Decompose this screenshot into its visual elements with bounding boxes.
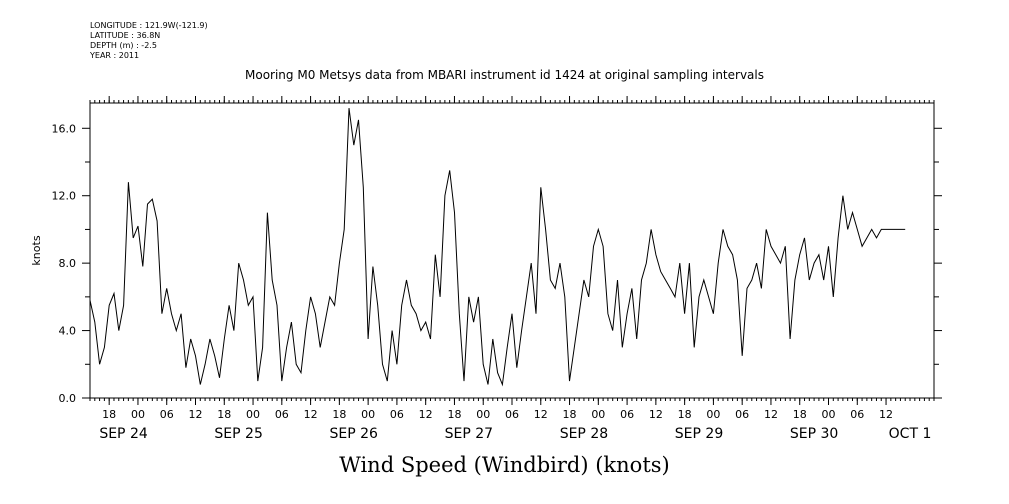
hour-tick-label: 12 [879, 408, 893, 421]
hour-tick-label: 06 [390, 408, 404, 421]
hour-tick-label: 00 [476, 408, 490, 421]
y-tick-label: 16.0 [52, 122, 77, 135]
hour-tick-label: 00 [591, 408, 605, 421]
hour-tick-label: 06 [620, 408, 634, 421]
hour-tick-label: 18 [793, 408, 807, 421]
metadata-block: LONGITUDE : 121.9W(-121.9) LATITUDE : 36… [90, 21, 208, 61]
hour-tick-label: 06 [505, 408, 519, 421]
hour-tick-label: 12 [764, 408, 778, 421]
hour-tick-label: 00 [131, 408, 145, 421]
y-axis-title: knots [30, 235, 43, 265]
y-tick-label: 4.0 [59, 325, 77, 338]
hour-tick-label: 18 [563, 408, 577, 421]
hour-tick-label: 18 [217, 408, 231, 421]
y-tick-label: 12.0 [52, 190, 77, 203]
hour-tick-label: 06 [275, 408, 289, 421]
hour-tick-label: 12 [419, 408, 433, 421]
hour-tick-label: 06 [160, 408, 174, 421]
hour-tick-label: 06 [850, 408, 864, 421]
date-tick-label: SEP 29 [675, 426, 723, 442]
date-tick-label: SEP 25 [214, 426, 262, 442]
hour-tick-label: 18 [447, 408, 461, 421]
hour-tick-label: 00 [246, 408, 260, 421]
depth-label: DEPTH (m) : -2.5 [90, 41, 157, 50]
hour-tick-label: 18 [102, 408, 116, 421]
hour-tick-label: 12 [189, 408, 203, 421]
wind-speed-line [89, 108, 906, 387]
plot-frame [89, 102, 935, 399]
hour-tick-label: 12 [304, 408, 318, 421]
latitude-label: LATITUDE : 36.8N [90, 31, 161, 40]
chart-title: Mooring M0 Metsys data from MBARI instru… [245, 68, 764, 82]
date-tick-label: OCT 1 [889, 426, 932, 442]
date-tick-label: SEP 24 [99, 426, 148, 442]
hour-tick-label: 18 [678, 408, 692, 421]
y-tick-label: 8.0 [59, 257, 77, 270]
hour-tick-label: 18 [332, 408, 346, 421]
hour-tick-label: 12 [649, 408, 663, 421]
longitude-label: LONGITUDE : 121.9W(-121.9) [90, 21, 208, 30]
date-tick-label: SEP 30 [790, 426, 838, 442]
date-tick-label: SEP 28 [560, 426, 608, 442]
hour-tick-label: 00 [706, 408, 720, 421]
hour-tick-label: 12 [534, 408, 548, 421]
date-tick-label: SEP 27 [445, 426, 493, 442]
year-label: YEAR : 2011 [90, 51, 140, 60]
date-tick-label: SEP 26 [330, 426, 379, 442]
x-axis-title: Wind Speed (Windbird) (knots) [339, 453, 670, 477]
hour-tick-label: 00 [361, 408, 375, 421]
hour-tick-label: 06 [735, 408, 749, 421]
hour-tick-label: 00 [822, 408, 836, 421]
y-tick-label: 0.0 [59, 392, 77, 405]
